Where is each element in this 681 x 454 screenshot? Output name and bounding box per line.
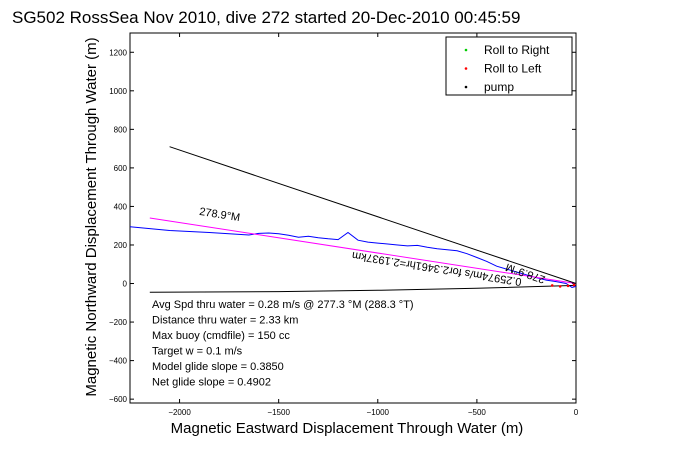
dive-summary-line: Net glide slope = 0.4902 bbox=[152, 377, 271, 389]
y-tick-label: 400 bbox=[114, 202, 128, 211]
data-point bbox=[566, 284, 570, 288]
data-point bbox=[550, 284, 554, 287]
y-axis-label: Magnetic Northward Displacement Through … bbox=[83, 37, 100, 396]
trajectory-line-3 bbox=[149, 284, 577, 293]
y-tick-label: −400 bbox=[109, 357, 128, 366]
x-tick-label: −500 bbox=[468, 408, 487, 417]
legend-label: pump bbox=[484, 80, 514, 94]
trajectory-line-1 bbox=[149, 217, 577, 284]
legend-marker bbox=[464, 67, 468, 70]
chart-title: SG502 RossSea Nov 2010, dive 272 started… bbox=[12, 8, 520, 27]
legend-marker bbox=[464, 85, 468, 89]
y-tick-label: 1000 bbox=[109, 87, 127, 96]
x-tick-label: −2000 bbox=[168, 408, 191, 417]
legend-box bbox=[445, 36, 573, 96]
dive-summary-line: Distance thru water = 2.33 km bbox=[152, 315, 298, 327]
y-tick-label: 600 bbox=[114, 164, 128, 173]
dive-summary-line: Avg Spd thru water = 0.28 m/s @ 277.3 °M… bbox=[152, 299, 414, 311]
y-tick-label: −200 bbox=[109, 318, 128, 327]
y-tick-label: 800 bbox=[114, 125, 128, 134]
trajectory-line-2 bbox=[169, 146, 577, 284]
x-tick-label: 0 bbox=[574, 408, 579, 417]
data-point bbox=[572, 283, 576, 287]
legend-label: Roll to Right bbox=[484, 43, 550, 57]
x-tick-label: −1500 bbox=[267, 408, 290, 417]
legend-marker bbox=[464, 48, 468, 52]
x-tick-label: −1000 bbox=[367, 408, 390, 417]
dive-summary-line: Max buoy (cmdfile) = 150 cc bbox=[152, 330, 290, 342]
dive-summary-line: Target w = 0.1 m/s bbox=[152, 346, 243, 358]
y-tick-label: 1200 bbox=[109, 48, 127, 57]
y-tick-label: 0 bbox=[123, 280, 128, 289]
x-axis-label: Magnetic Eastward Displacement Through W… bbox=[171, 420, 524, 437]
axes-frame bbox=[129, 32, 577, 404]
legend-label: Roll to Left bbox=[484, 62, 542, 76]
data-point bbox=[558, 285, 562, 288]
y-tick-label: 200 bbox=[114, 241, 128, 250]
y-tick-label: −600 bbox=[109, 395, 128, 404]
dive-summary-line: Model glide slope = 0.3850 bbox=[152, 361, 284, 373]
